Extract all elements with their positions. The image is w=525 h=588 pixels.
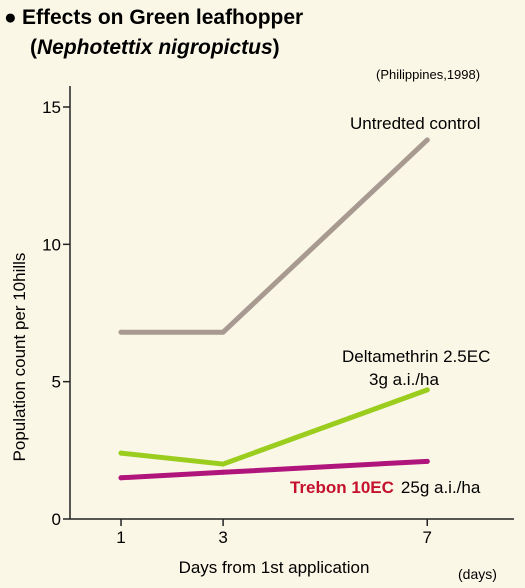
series-line-deltamethrin [118,387,430,467]
x-tick-label: 1 [116,528,125,547]
subtitle-open: ( [30,36,37,59]
y-tick-label: 15 [42,98,61,117]
x-axis-label: Days from 1st application [179,558,370,577]
data-point [220,469,226,475]
x-ticks: 1 3 7 [116,519,432,547]
chart-subtitle: (Nephotettix nigropictus) [30,36,280,59]
series-label-control: Untredted control [350,114,480,133]
x-tick-label: 7 [423,528,432,547]
data-point [424,387,430,393]
series-label-trebon: Trebon 10EC 25g a.i./ha [290,478,481,497]
source-note: (Philippines,1998) [376,67,480,82]
data-point [118,475,124,481]
data-point [118,329,124,335]
series-line-control [118,137,430,335]
y-tick-label: 5 [52,373,61,392]
bullet-icon: ● [4,6,17,29]
y-tick-label: 0 [52,510,61,529]
species-name: Nephotettix nigropictus [37,36,273,59]
y-tick-label: 10 [42,235,61,254]
y-ticks: 0 5 10 15 [42,98,70,529]
y-axis-label: Population count per 10hills [10,253,29,462]
x-axis-unit: (days) [458,566,497,582]
series-label-deltamethrin: Deltamethrin 2.5EC [342,347,490,366]
subtitle-close: ) [273,36,280,59]
data-point [118,450,124,456]
series-line-trebon [118,458,430,481]
data-point [220,461,226,467]
data-point [220,329,226,335]
series-label-trebon-dose: 25g a.i./ha [401,478,481,497]
series-lines [118,137,430,481]
series-label-trebon-name: Trebon 10EC [290,478,394,497]
x-tick-label: 3 [218,528,227,547]
data-point [424,458,430,464]
chart-title: Effects on Green leafhopper [22,6,303,29]
series-label-deltamethrin-dose: 3g a.i./ha [369,370,439,389]
data-point [424,137,430,143]
